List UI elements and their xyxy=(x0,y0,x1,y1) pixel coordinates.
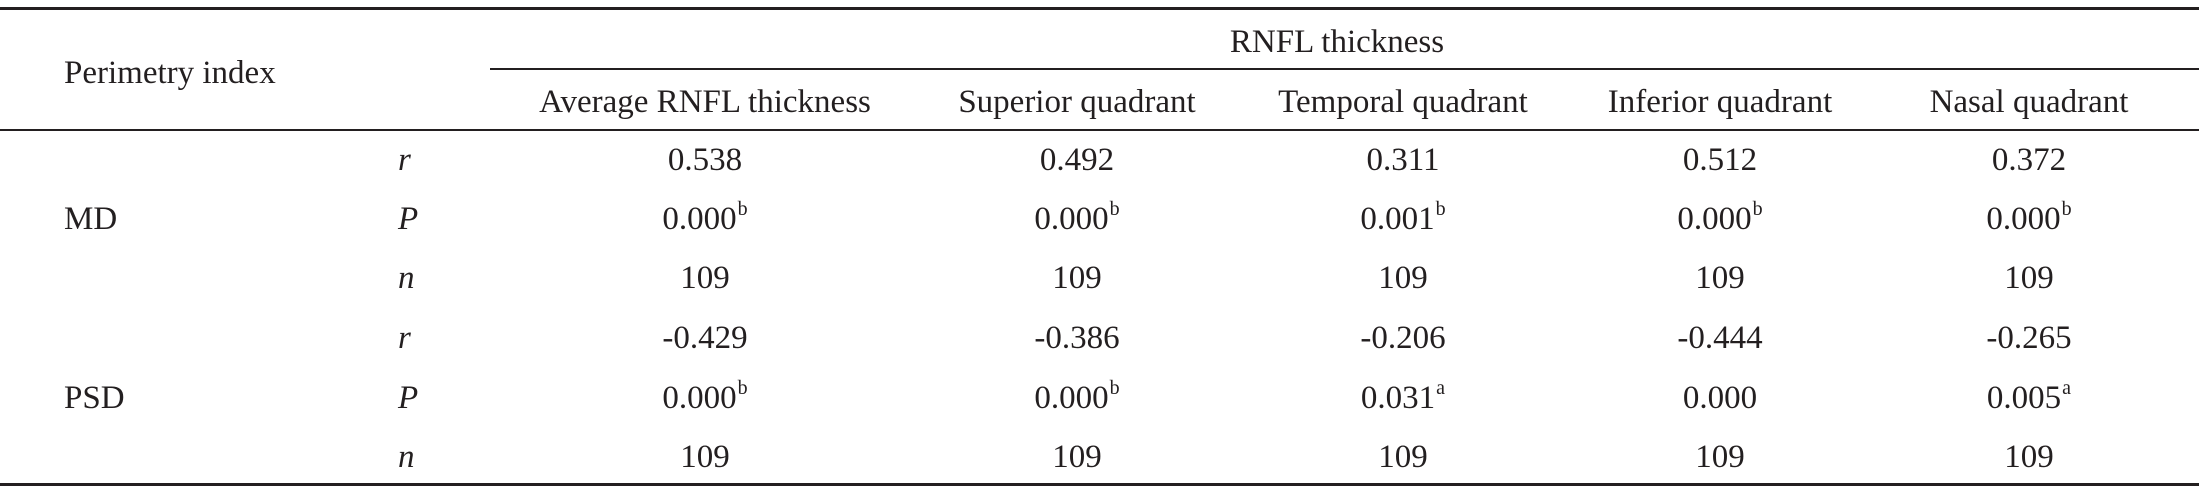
stat-label: P xyxy=(398,201,419,237)
table-cell: 109 xyxy=(1695,258,1745,298)
table-cell: 0.000b xyxy=(662,198,748,243)
table-cell: 109 xyxy=(1378,258,1428,298)
row-group-label: MD xyxy=(64,201,118,237)
cell-value: 0.000 xyxy=(1034,201,1109,237)
stat-label: P xyxy=(398,380,419,416)
column-header: Inferior quadrant xyxy=(1607,84,1833,120)
cell-value: -0.429 xyxy=(662,320,748,356)
cell-footnote-mark: b xyxy=(1109,198,1120,220)
column-header: Average RNFL thickness xyxy=(539,84,871,120)
cell-footnote-mark: b xyxy=(1109,377,1120,399)
cell-value: 109 xyxy=(2004,439,2054,475)
cell-footnote-mark: b xyxy=(2061,198,2072,220)
group-header-rule xyxy=(490,68,2199,70)
table-cell: 0.000b xyxy=(1986,198,2072,243)
cell-value: 0.000 xyxy=(662,201,737,237)
row-group-label: PSD xyxy=(64,380,125,416)
table-cell: 109 xyxy=(2004,258,2054,298)
cell-value: 109 xyxy=(1695,260,1745,296)
table-cell: 0.000 xyxy=(1683,378,1757,418)
cell-value: 0.000 xyxy=(1034,380,1109,416)
cell-value: 109 xyxy=(1052,260,1102,296)
column-header: Nasal quadrant xyxy=(1929,84,2129,120)
table-cell: -0.206 xyxy=(1360,318,1445,358)
corner-header: Perimetry index xyxy=(64,55,276,91)
table-cell: 0.311 xyxy=(1366,140,1439,180)
cell-value: 0.311 xyxy=(1366,142,1440,178)
table-cell: 0.000b xyxy=(662,377,748,422)
table-cell: 109 xyxy=(680,437,730,477)
table-cell: 109 xyxy=(2004,437,2054,477)
cell-footnote-mark: b xyxy=(1752,198,1763,220)
table-cell: 109 xyxy=(1695,437,1745,477)
header-bottom-rule xyxy=(0,129,2199,131)
table-cell: 0.005a xyxy=(1986,377,2072,422)
table-cell: 0.372 xyxy=(1992,140,2066,180)
table-cell: -0.265 xyxy=(1986,318,2071,358)
table-cell: 0.031a xyxy=(1360,377,1446,422)
stat-label: n xyxy=(398,260,415,296)
table-cell: 0.000b xyxy=(1034,198,1120,243)
cell-value: 0.000 xyxy=(1986,201,2061,237)
table-cell: -0.429 xyxy=(662,318,747,358)
cell-value: 109 xyxy=(1378,260,1428,296)
cell-value: 109 xyxy=(1052,439,1102,475)
table-cell: 0.512 xyxy=(1683,140,1757,180)
cell-value: 109 xyxy=(1695,439,1745,475)
cell-value: 109 xyxy=(2004,260,2054,296)
cell-value: 0.001 xyxy=(1360,201,1435,237)
cell-footnote-mark: a xyxy=(1436,377,1446,399)
cell-footnote-mark: b xyxy=(737,198,748,220)
top-rule xyxy=(0,7,2199,10)
cell-value: -0.386 xyxy=(1034,320,1120,356)
table-cell: 109 xyxy=(1378,437,1428,477)
table-cell: 0.492 xyxy=(1040,140,1114,180)
stat-label: r xyxy=(398,320,411,356)
cell-value: 109 xyxy=(680,260,730,296)
column-header: Temporal quadrant xyxy=(1278,84,1528,120)
cell-value: 0.512 xyxy=(1682,142,1758,178)
table-cell: 109 xyxy=(680,258,730,298)
cell-value: 0.000 xyxy=(1677,201,1752,237)
cell-value: 109 xyxy=(1378,439,1428,475)
cell-value: 0.000 xyxy=(1682,380,1758,416)
table-cell: 0.001b xyxy=(1360,198,1446,243)
stat-label: r xyxy=(398,142,411,178)
column-header: Superior quadrant xyxy=(958,84,1196,120)
stat-label: n xyxy=(398,439,415,475)
table-cell: 0.538 xyxy=(668,140,742,180)
cell-value: 0.372 xyxy=(1991,142,2067,178)
cell-value: -0.444 xyxy=(1677,320,1763,356)
table-cell: -0.444 xyxy=(1677,318,1762,358)
bottom-rule xyxy=(0,483,2199,486)
cell-value: 0.538 xyxy=(667,142,743,178)
cell-value: -0.265 xyxy=(1986,320,2072,356)
cell-footnote-mark: b xyxy=(1435,198,1446,220)
group-header: RNFL thickness xyxy=(1229,24,1445,60)
cell-footnote-mark: a xyxy=(2062,377,2072,399)
cell-value: 0.031 xyxy=(1360,380,1436,416)
table-cell: 0.000b xyxy=(1677,198,1763,243)
table-cell: 0.000b xyxy=(1034,377,1120,422)
table-cell: -0.386 xyxy=(1034,318,1119,358)
table-cell: 109 xyxy=(1052,437,1102,477)
cell-value: 109 xyxy=(680,439,730,475)
table-cell: 109 xyxy=(1052,258,1102,298)
cell-footnote-mark: b xyxy=(737,377,748,399)
cell-value: 0.492 xyxy=(1039,142,1115,178)
cell-value: 0.005 xyxy=(1986,380,2062,416)
cell-value: 0.000 xyxy=(662,380,737,416)
cell-value: -0.206 xyxy=(1360,320,1446,356)
